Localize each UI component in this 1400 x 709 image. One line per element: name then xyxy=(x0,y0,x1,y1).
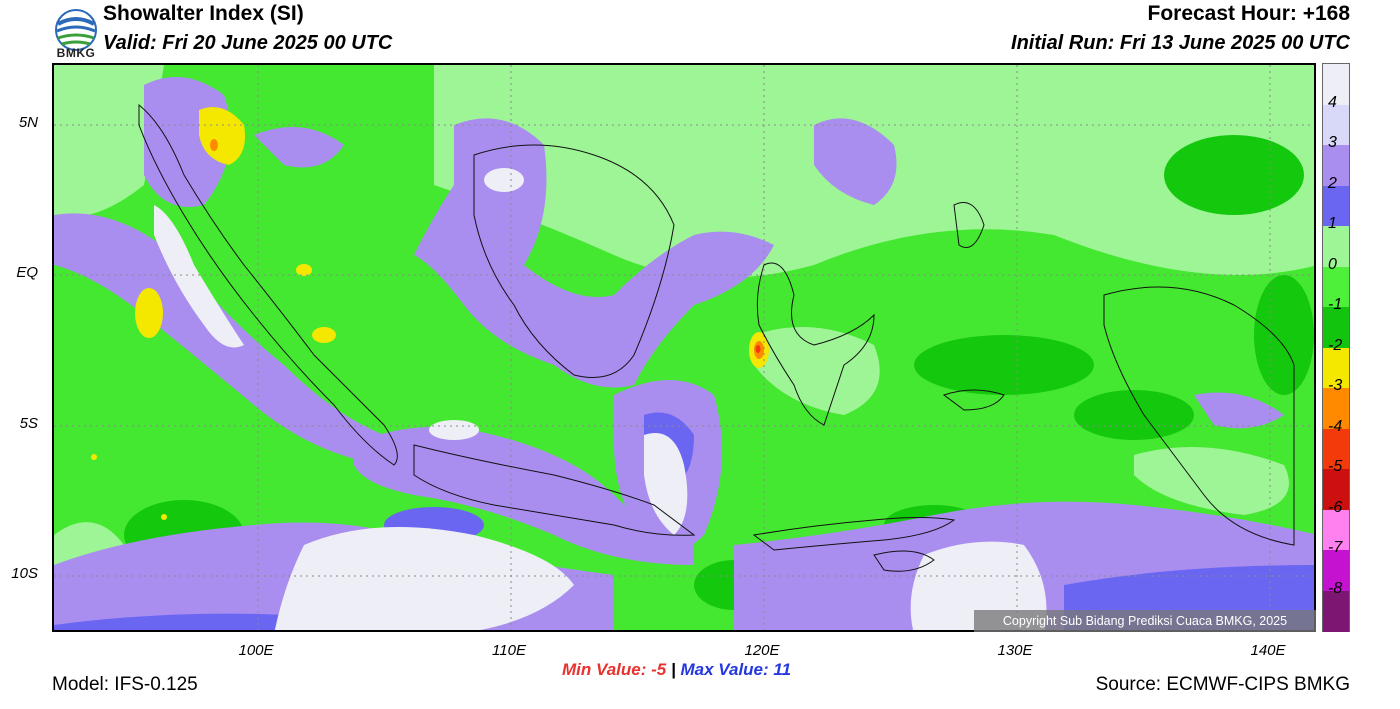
si-field-map xyxy=(54,65,1314,630)
colorbar-segment xyxy=(1323,509,1349,551)
min-value-label: Min Value: xyxy=(562,660,647,679)
white-zones xyxy=(154,168,1047,630)
lon-label-120e: 120E xyxy=(744,642,780,659)
colorbar-tick-label: -4 xyxy=(1328,417,1343,435)
colorbar-segment xyxy=(1323,104,1349,146)
colorbar-segment xyxy=(1323,388,1349,430)
colorbar-segment xyxy=(1323,64,1349,106)
colorbar-tick-label: -3 xyxy=(1328,377,1343,394)
forecast-hour: Forecast Hour: +168 xyxy=(1147,2,1351,25)
colorbar xyxy=(1322,63,1350,632)
colorbar-segment xyxy=(1323,185,1349,227)
min-max-summary: Min Value: -5 | Max Value: 11 xyxy=(562,660,791,680)
valid-time: Valid: Fri 20 June 2025 00 UTC xyxy=(103,32,393,54)
colorbar-segment xyxy=(1323,307,1349,349)
lat-label-eq: EQ xyxy=(16,264,38,281)
colorbar-segment xyxy=(1323,347,1349,389)
max-value: 11 xyxy=(773,660,792,679)
copyright-notice: Copyright Sub Bidang Prediksi Cuaca BMKG… xyxy=(974,610,1316,632)
source-info: Source: ECMWF-CIPS BMKG xyxy=(1095,674,1350,695)
max-value-label: Max Value: xyxy=(680,660,769,679)
initial-run: Initial Run: Fri 13 June 2025 00 UTC xyxy=(1011,32,1350,54)
separator: | xyxy=(670,660,676,679)
colorbar-tick-label: 3 xyxy=(1328,134,1337,151)
coastlines xyxy=(138,103,1295,572)
colorbar-tick-label: 2 xyxy=(1328,174,1337,192)
min-value: -5 xyxy=(651,660,667,679)
lon-label-140e: 140E xyxy=(1250,642,1286,659)
logo-text: BMKG xyxy=(56,46,96,60)
colorbar-segment xyxy=(1323,266,1349,308)
colorbar-segment xyxy=(1323,226,1349,268)
colorbar-segment xyxy=(1323,590,1349,632)
map-title: Showalter Index (SI) xyxy=(103,2,304,25)
colorbar-tick-label: -2 xyxy=(1328,336,1343,354)
bmkg-logo xyxy=(55,9,97,51)
map-panel xyxy=(52,63,1316,632)
colorbar-tick-label: 4 xyxy=(1328,93,1337,111)
lat-label-5n: 5N xyxy=(18,114,38,131)
colorbar-segment xyxy=(1323,428,1349,470)
colorbar-tick-label: 0 xyxy=(1328,255,1337,273)
model-info: Model: IFS-0.125 xyxy=(52,674,198,695)
lat-label-5s: 5S xyxy=(19,415,38,432)
lon-label-100e: 100E xyxy=(238,642,274,659)
colorbar-segment xyxy=(1323,469,1349,511)
colorbar-tick-label: -5 xyxy=(1328,458,1343,475)
lon-label-110e: 110E xyxy=(492,642,526,659)
lat-label-10s: 10S xyxy=(11,565,38,582)
colorbar-segment xyxy=(1323,145,1349,187)
colorbar-tick-label: -8 xyxy=(1328,579,1343,597)
colorbar-tick-label: -7 xyxy=(1328,539,1343,556)
low-index-spots xyxy=(91,107,769,520)
colorbar-tick-label: -1 xyxy=(1328,296,1343,313)
colorbar-segment xyxy=(1323,550,1349,592)
colorbar-tick-label: -6 xyxy=(1328,498,1343,516)
lon-label-130e: 130E xyxy=(997,642,1033,659)
colorbar-tick-label: 1 xyxy=(1328,215,1337,232)
